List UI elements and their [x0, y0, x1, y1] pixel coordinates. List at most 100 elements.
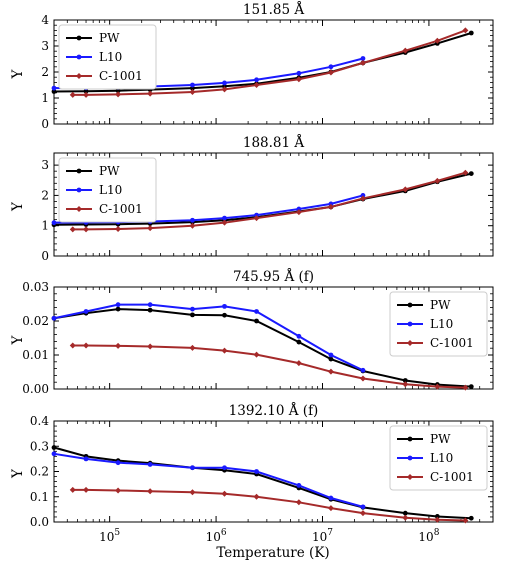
panel-1-point-c1001 [462, 27, 469, 34]
panel-4-point-c1001 [221, 490, 228, 497]
panel-3-title: 745.95 Å (f) [233, 269, 314, 285]
panel-2-point-c1001 [295, 209, 302, 216]
panel-3-point-l10 [360, 367, 366, 373]
panel-3-point-l10 [115, 302, 121, 308]
panel-2-legend-marker [76, 168, 82, 174]
panel-4-ytick-label: 0.2 [30, 465, 49, 479]
panel-2-point-l10 [254, 212, 259, 218]
panel-3-point-pw [296, 339, 302, 345]
panel-4-title: 1392.10 Å (f) [229, 403, 319, 419]
x-tick-label: 106 [206, 528, 227, 544]
panel-1-ytick-label: 2 [41, 65, 49, 79]
panel-4-point-l10 [51, 451, 57, 457]
panel-3-point-pw [468, 384, 474, 390]
panel-1-point-c1001 [359, 59, 366, 66]
panel-2-point-l10 [51, 220, 57, 226]
panel-1-legend [58, 24, 157, 90]
panel-2-point-pw [468, 171, 474, 177]
panel-4-ytick-label: 0.3 [30, 439, 49, 453]
panel-4-point-c1001 [327, 505, 334, 512]
panel-1-point-c1001 [253, 82, 260, 88]
panel-1-point-c1001 [434, 37, 441, 44]
panel-2-point-c1001 [189, 222, 196, 229]
panel-3-point-c1001 [221, 347, 228, 354]
panel-1-legend-marker [76, 73, 82, 79]
panel-1-legend-label: L10 [99, 50, 122, 64]
panel-3-series-line-l10 [53, 303, 364, 372]
panel-1-ytick-label: 1 [41, 91, 49, 105]
x-axis-label: Temperature (K) [216, 545, 329, 561]
panel-4-point-c1001 [83, 486, 90, 493]
panel-4-point-c1001 [69, 486, 76, 493]
panel-4-point-c1001 [295, 499, 302, 506]
panel-1-point-pw [222, 83, 227, 89]
panel-1-legend-label: PW [99, 31, 120, 45]
panel-1-point-c1001 [147, 90, 154, 97]
panel-2-y-axis-label: Y [10, 201, 26, 212]
panel-2-legend-marker [76, 206, 82, 212]
panel-3-point-c1001 [189, 344, 196, 351]
panel-1-point-c1001 [402, 47, 409, 54]
panel-4-series-line-l10 [53, 452, 364, 508]
panel-4-point-l10 [115, 460, 121, 466]
panel-2-point-l10 [328, 201, 334, 207]
panel-2-point-c1001 [253, 215, 260, 222]
panel-2-point-c1001 [147, 225, 154, 232]
panel-1-ytick-label: 3 [41, 39, 49, 53]
panel-4-point-pw [468, 515, 474, 521]
panel-3-legend-marker [407, 340, 413, 346]
panel-3-legend-label: PW [430, 298, 451, 312]
panel-3-point-c1001 [462, 384, 469, 391]
x-tick-label: 107 [312, 528, 333, 544]
panel-4-point-c1001 [253, 493, 260, 500]
panel-2-point-c1001 [83, 226, 90, 233]
panel-4-point-c1001 [359, 510, 366, 517]
panel-4-ytick-label: 0.0 [30, 515, 49, 529]
panel-4-point-c1001 [434, 516, 441, 523]
panel-4-point-c1001 [462, 517, 469, 524]
panel-3-point-c1001 [83, 342, 90, 349]
panel-3-legend [389, 291, 488, 357]
panel-2-point-c1001 [402, 186, 409, 193]
panel-2-axes-frame [53, 152, 494, 257]
panel-3-point-c1001 [402, 381, 409, 388]
panel-4-point-pw [434, 514, 440, 519]
panel-3-point-c1001 [115, 342, 122, 349]
panel-3-point-l10 [254, 309, 259, 314]
panel-2-legend-marker [76, 187, 82, 193]
panel-2-title: 188.81 Å [243, 135, 305, 151]
panel-4-point-pw [51, 445, 57, 450]
panel-4-point-l10 [328, 495, 334, 501]
panel-1-point-c1001 [295, 76, 302, 83]
panel-4-legend-marker [407, 436, 413, 442]
panel-3-point-l10 [222, 303, 227, 309]
panel-3-point-pw [402, 378, 408, 383]
panel-1-point-l10 [222, 80, 227, 86]
panel-2-point-l10 [222, 215, 227, 221]
panel-3-point-c1001 [434, 383, 441, 390]
x-tick-label: 108 [418, 528, 439, 544]
panel-4-point-l10 [254, 469, 259, 474]
panel-3-axes-frame [53, 286, 494, 390]
panel-2-point-l10 [296, 206, 302, 212]
panel-3-ytick-label: 0.00 [22, 382, 49, 396]
panel-3-point-pw [254, 318, 259, 324]
panel-3-legend-label: C-1001 [430, 336, 474, 350]
panel-1-point-pw [115, 88, 121, 94]
panel-1-point-c1001 [327, 69, 334, 76]
panel-4-legend-label: L10 [430, 451, 453, 465]
panel-3-point-pw [147, 307, 153, 313]
panel-2-point-c1001 [359, 195, 366, 202]
panel-3-point-c1001 [253, 351, 260, 358]
panel-2-ytick-label: 1 [41, 219, 49, 233]
panel-1-legend-marker [76, 54, 82, 60]
panel-3-point-l10 [190, 306, 195, 312]
panel-1-point-l10 [296, 70, 302, 76]
panel-1-title: 151.85 Å [243, 2, 305, 18]
panel-2-point-c1001 [69, 226, 76, 233]
panel-1-y-axis-label: Y [10, 68, 26, 79]
panel-4-legend-marker [407, 474, 413, 480]
panel-4-point-l10 [147, 462, 153, 467]
panel-3-ytick-label: 0.02 [22, 314, 49, 328]
panel-2-legend-label: C-1001 [99, 202, 143, 216]
